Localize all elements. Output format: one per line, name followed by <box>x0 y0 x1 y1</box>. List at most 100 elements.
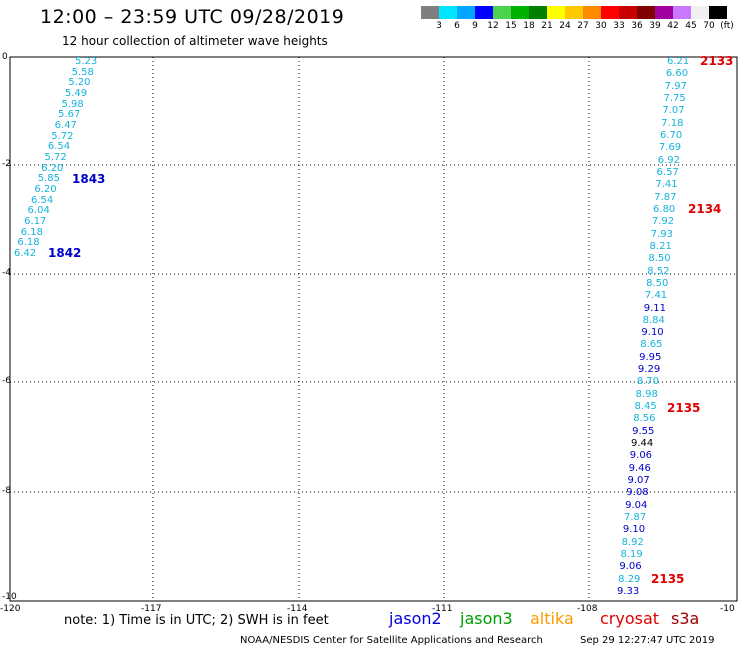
scale-swatch <box>493 6 511 19</box>
wave-height-label: 5.58 <box>71 66 94 78</box>
plot-frame <box>9 56 738 602</box>
wave-height-label: 9.06 <box>619 561 642 573</box>
wave-height-label: 6.47 <box>54 120 77 131</box>
wave-height-label: 7.18 <box>661 117 684 129</box>
wave-height-label: 8.50 <box>648 253 671 265</box>
wave-height-label: 9.07 <box>627 475 650 487</box>
x-tick-label: -120 <box>0 604 21 614</box>
wave-height-label: 6.21 <box>667 56 690 67</box>
wave-height-label: 9.06 <box>629 450 653 462</box>
scale-swatch <box>529 6 547 19</box>
pass-label: 2135 <box>667 401 701 415</box>
wave-height-label: 7.07 <box>662 105 685 117</box>
mission-label: jason3 <box>460 609 513 628</box>
scale-label: 12 <box>487 21 499 31</box>
wave-height-label: 9.33 <box>617 586 640 597</box>
pass-label: 1843 <box>72 172 106 186</box>
scale-swatch <box>583 6 601 19</box>
page-title: 12:00 – 23:59 UTC 09/28/2019 <box>40 6 345 28</box>
pass-label: 1842 <box>48 246 82 260</box>
x-tick-label: -117 <box>141 604 162 614</box>
wave-height-label: 8.98 <box>635 388 658 400</box>
wave-height-label: 6.54 <box>47 141 71 153</box>
wave-height-label: 6.18 <box>17 237 40 249</box>
pass-label: 2135 <box>651 572 685 586</box>
wave-height-label: 7.69 <box>658 142 682 154</box>
scale-swatch <box>439 6 457 19</box>
wave-height-label: 5.72 <box>51 130 74 142</box>
y-tick-label: -4 <box>2 268 11 278</box>
scale-swatch <box>709 6 727 19</box>
wave-height-label: 6.60 <box>665 68 689 80</box>
scale-swatch <box>565 6 583 19</box>
pass-label: 2133 <box>700 54 734 68</box>
wave-height-label: 5.98 <box>61 98 84 110</box>
wave-height-label: 6.04 <box>27 205 50 217</box>
wave-height-label: 7.93 <box>650 228 673 240</box>
wave-height-label: 9.11 <box>643 302 666 314</box>
y-tick-label: -2 <box>2 159 11 169</box>
wave-height-label: 8.70 <box>636 376 660 388</box>
wave-height-label: 7.92 <box>651 216 675 228</box>
scale-label: 9 <box>472 21 478 31</box>
scale-label: 70 <box>703 21 715 31</box>
scale-label: 18 <box>523 21 535 31</box>
wave-height-label: 7.97 <box>664 80 687 92</box>
wave-height-label: 8.45 <box>634 401 657 413</box>
scale-swatch <box>475 6 493 19</box>
scale-label: (ft) <box>720 21 734 31</box>
wave-height-label: 9.10 <box>641 327 664 339</box>
wave-height-label: 8.65 <box>640 339 663 351</box>
wave-height-label: 8.84 <box>642 314 665 326</box>
wave-height-label: 7.41 <box>655 179 678 191</box>
wave-height-label: 7.41 <box>644 290 668 302</box>
wave-height-label: 5.23 <box>75 56 98 67</box>
page-subtitle: 12 hour collection of altimeter wave hei… <box>62 34 328 48</box>
scale-swatch <box>655 6 673 19</box>
wave-height-label: 9.46 <box>628 462 651 474</box>
wave-height-label: 5.20 <box>68 77 91 89</box>
scale-swatch <box>619 6 637 19</box>
wave-height-label: 6.20 <box>34 184 57 195</box>
wave-height-label: 9.44 <box>630 438 654 450</box>
y-tick-label: -6 <box>2 376 11 386</box>
wave-height-label: 6.54 <box>30 194 54 206</box>
pass-label: 2134 <box>688 202 722 216</box>
scale-label: 33 <box>613 21 625 31</box>
y-tick-label: 0 <box>2 52 8 62</box>
wave-height-label: 6.17 <box>24 216 47 227</box>
mission-label: jason2 <box>389 609 442 628</box>
wave-height-label: 6.20 <box>41 162 64 174</box>
x-tick-label: -114 <box>287 604 308 614</box>
mission-label: cryosat <box>600 609 660 628</box>
credit-line: NOAA/NESDIS Center for Satellite Applica… <box>240 635 543 646</box>
scale-label: 42 <box>667 21 679 31</box>
x-tick-label: -111 <box>432 604 453 614</box>
scale-label: 3 <box>436 21 442 31</box>
scale-label: 15 <box>505 21 517 31</box>
wave-height-label: 5.85 <box>37 173 60 185</box>
wave-height-label: 7.75 <box>663 92 686 104</box>
wave-height-label: 8.92 <box>621 536 644 548</box>
scale-swatch <box>691 6 709 19</box>
wave-height-label: 6.80 <box>653 203 676 215</box>
wave-height-label: 7.87 <box>654 191 677 203</box>
wave-height-label: 9.08 <box>626 487 649 499</box>
scale-swatch <box>673 6 691 19</box>
mission-label: altika <box>530 609 574 628</box>
scale-swatch <box>547 6 565 19</box>
scale-label: 30 <box>595 21 607 31</box>
wave-height-label: 9.55 <box>632 425 655 437</box>
x-tick-label: -10 <box>720 604 735 614</box>
wave-height-label: 6.70 <box>660 129 683 141</box>
scale-label: 6 <box>454 21 460 31</box>
scale-label: 39 <box>649 21 661 31</box>
wave-height-label: 5.49 <box>64 88 88 99</box>
wave-height-label: 8.29 <box>618 573 641 585</box>
wave-height-label: 8.19 <box>620 549 643 561</box>
wave-height-label: 9.04 <box>625 499 648 511</box>
timestamp: Sep 29 12:27:47 UTC 2019 <box>580 635 715 646</box>
scale-swatch <box>421 6 439 19</box>
wave-height-label: 6.18 <box>20 226 44 238</box>
wave-height-label: 6.92 <box>657 154 680 166</box>
